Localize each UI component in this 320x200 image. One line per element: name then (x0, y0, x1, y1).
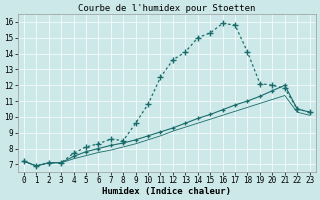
Title: Courbe de l'humidex pour Stoetten: Courbe de l'humidex pour Stoetten (78, 4, 255, 13)
X-axis label: Humidex (Indice chaleur): Humidex (Indice chaleur) (102, 187, 231, 196)
